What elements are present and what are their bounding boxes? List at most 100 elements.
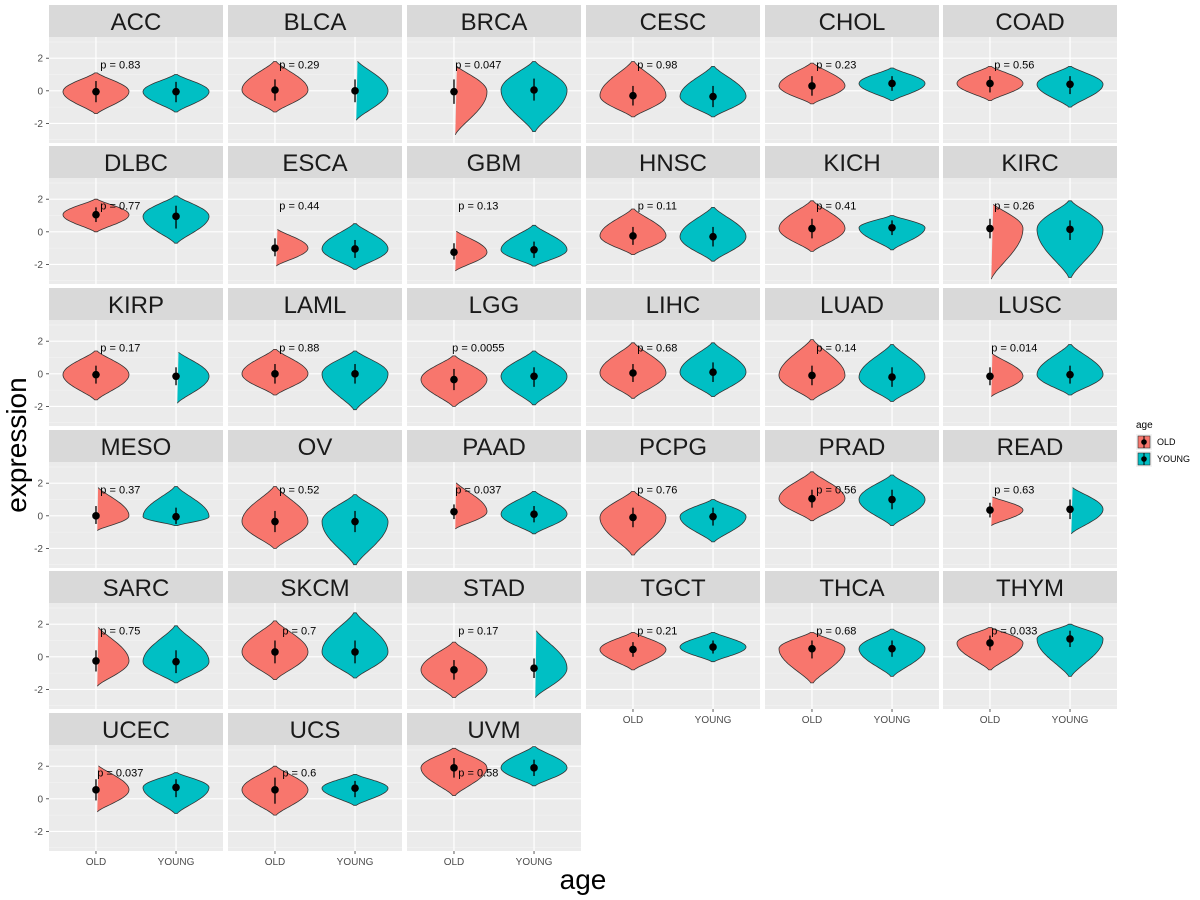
median-point-old [629, 513, 637, 522]
median-point-old [450, 248, 458, 256]
panel-thca: THCA p = 0.68 OLD YOUNG [765, 571, 939, 726]
median-point-old [271, 517, 279, 526]
y-tick-label: 0 [37, 227, 43, 238]
legend: age OLD YOUNG [1136, 420, 1190, 467]
median-point-young [1066, 80, 1074, 89]
legend-entry-old: OLD [1136, 434, 1176, 450]
legend-point [1141, 439, 1147, 445]
strip-background [765, 146, 939, 178]
panel-pcpg: PCPG p = 0.76 [586, 430, 760, 568]
median-point-young [172, 657, 180, 666]
violin-old [455, 230, 488, 272]
violin-young [142, 486, 210, 526]
median-point-old [92, 786, 100, 794]
strip-background [407, 5, 581, 37]
median-point-young [530, 664, 538, 673]
legend-label: OLD [1157, 437, 1176, 447]
y-tick-label: -2 [34, 827, 43, 838]
strip-label: TGCT [640, 575, 706, 602]
strip-label: BLCA [284, 9, 347, 36]
violin-old [990, 204, 1024, 280]
strip-label: PAAD [462, 434, 526, 461]
y-tick-label: 2 [37, 195, 43, 206]
p-value-label: p = 0.83 [100, 60, 140, 72]
x-tick-label: YOUNG [874, 715, 911, 726]
x-tick-label: YOUNG [158, 857, 195, 868]
y-tick-label: -2 [34, 119, 43, 130]
median-point-old [450, 507, 458, 516]
strip-label: MESO [101, 434, 172, 461]
panel-stad: STAD p = 0.17 [407, 571, 581, 709]
median-point-old [450, 375, 458, 384]
panel-uvm: UVM p = 0.58 OLD YOUNG [407, 713, 581, 868]
strip-label: CHOL [819, 9, 886, 36]
x-tick-label: OLD [86, 857, 107, 868]
legend-entries: OLD YOUNG [1136, 434, 1190, 467]
y-tick-label: 2 [37, 337, 43, 348]
strip-label: DLBC [104, 150, 168, 177]
p-value-label: p = 0.68 [816, 626, 856, 638]
p-value-label: p = 0.17 [458, 626, 498, 638]
panel-meso: MESO p = 0.37 -2 0 2 [34, 430, 223, 568]
panel-hnsc: HNSC p = 0.11 [586, 146, 760, 284]
x-tick-label: YOUNG [516, 857, 553, 868]
median-point-young [351, 784, 359, 793]
median-point-young [709, 368, 717, 376]
panel-lusc: LUSC p = 0.014 [943, 288, 1117, 426]
panel-luad: LUAD p = 0.14 [765, 288, 939, 426]
strip-background [228, 571, 402, 603]
y-tick-label: -2 [34, 544, 43, 555]
p-value-label: p = 0.58 [458, 768, 498, 780]
strip-label: LUSC [998, 292, 1062, 319]
median-point-young [351, 87, 359, 95]
strip-background [586, 288, 760, 320]
legend-point [1141, 456, 1147, 462]
strip-background [407, 713, 581, 745]
strip-background [586, 571, 760, 603]
y-tick-label: -2 [34, 260, 43, 271]
p-value-label: p = 0.75 [100, 626, 140, 638]
plot-background [228, 178, 402, 284]
median-point-old [450, 87, 458, 96]
median-point-old [92, 657, 100, 665]
x-tick-label: OLD [265, 857, 286, 868]
median-point-young [888, 373, 896, 381]
p-value-label: p = 0.047 [455, 60, 501, 72]
panel-coad: COAD p = 0.56 [943, 5, 1117, 143]
violin-young [1036, 623, 1104, 677]
panel-thym: THYM p = 0.033 OLD YOUNG [943, 571, 1117, 726]
strip-background [228, 5, 402, 37]
panel-acc: ACC p = 0.83 -2 0 2 [34, 5, 223, 143]
median-point-old [271, 244, 279, 252]
violin-old [454, 66, 488, 135]
median-point-young [709, 512, 717, 521]
strip-background [228, 288, 402, 320]
strip-label: UCS [290, 717, 341, 744]
median-point-old [271, 86, 279, 94]
panel-dlbc: DLBC p = 0.77 -2 0 2 [34, 146, 223, 284]
x-tick-label: OLD [444, 857, 465, 868]
x-tick-label: YOUNG [337, 857, 374, 868]
strip-background [765, 5, 939, 37]
panel-blca: BLCA p = 0.29 [228, 5, 402, 143]
strip-background [228, 430, 402, 462]
strip-background [765, 288, 939, 320]
strip-background [407, 571, 581, 603]
strip-label: ACC [111, 9, 162, 36]
p-value-label: p = 0.037 [455, 485, 501, 497]
p-value-label: p = 0.033 [991, 626, 1037, 638]
strip-label: PRAD [819, 434, 886, 461]
strip-background [943, 571, 1117, 603]
panel-chol: CHOL p = 0.23 [765, 5, 939, 143]
strip-background [407, 288, 581, 320]
violin-young [535, 630, 568, 698]
strip-background [943, 146, 1117, 178]
median-point-young [709, 643, 717, 651]
strip-label: UVM [467, 717, 520, 744]
median-point-young [172, 512, 180, 521]
plot-background [49, 178, 223, 284]
median-point-old [808, 494, 816, 503]
p-value-label: p = 0.98 [637, 60, 677, 72]
strip-label: GBM [467, 150, 522, 177]
